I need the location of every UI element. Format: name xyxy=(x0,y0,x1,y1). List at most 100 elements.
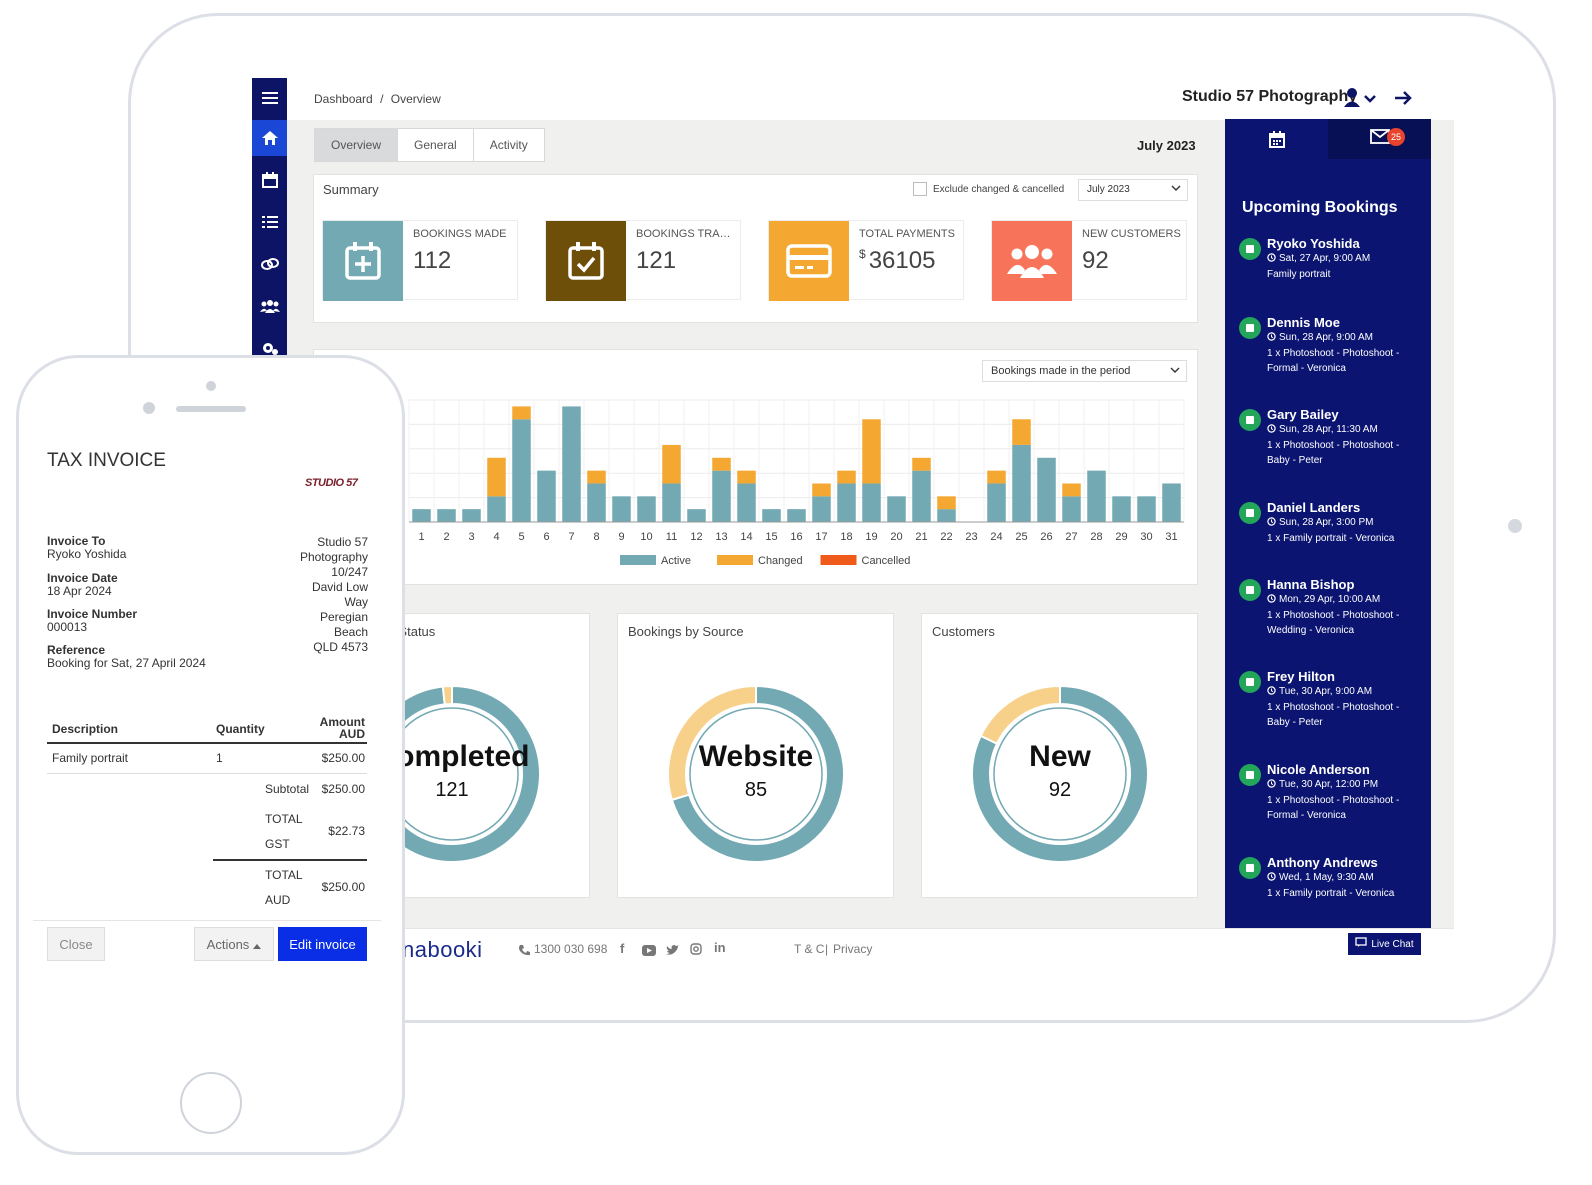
bar-active xyxy=(712,470,731,522)
calendar-tab-icon[interactable] xyxy=(1225,119,1328,159)
address-line: Peregian xyxy=(319,610,368,624)
period-select[interactable]: July 2023 xyxy=(1078,179,1188,201)
twitter-icon[interactable] xyxy=(666,943,679,961)
kpi-label: TOTAL PAYMENTS xyxy=(859,228,955,240)
exclude-checkbox[interactable] xyxy=(913,182,927,196)
footer-phone[interactable]: 1300 030 698 xyxy=(534,942,608,956)
booking-name: Anthony Andrews xyxy=(1267,855,1378,870)
bar-changed xyxy=(987,470,1006,484)
privacy-link[interactable]: Privacy xyxy=(833,942,873,956)
linkedin-icon[interactable]: in xyxy=(714,940,726,955)
x-tick-label: 17 xyxy=(815,531,827,543)
current-month: July 2023 xyxy=(1137,138,1196,153)
booking-name: Daniel Landers xyxy=(1267,500,1361,515)
legend-label: Cancelled xyxy=(862,555,911,567)
donut-segment xyxy=(670,684,845,863)
credit-card-icon xyxy=(769,221,849,301)
messages-tab[interactable]: 25 xyxy=(1328,119,1431,159)
kpi-value: 112 xyxy=(413,247,452,274)
bar-active xyxy=(562,406,581,522)
settings-icon[interactable] xyxy=(252,330,287,366)
calendar-icon[interactable] xyxy=(252,162,287,198)
header-divider xyxy=(47,742,367,744)
address-line: 10/247 xyxy=(331,565,368,579)
legend-swatch xyxy=(717,555,753,565)
breadcrumb-home[interactable]: Dashboard xyxy=(314,92,373,106)
customers-icon[interactable] xyxy=(252,288,287,324)
kpi-label: BOOKINGS TRAN... xyxy=(636,228,736,240)
footer-brand[interactable]: nabooki xyxy=(402,937,483,962)
phone-speaker xyxy=(176,406,246,412)
tab-overview[interactable]: Overview xyxy=(315,129,399,161)
chart-period-select[interactable]: Bookings made in the period xyxy=(982,360,1187,382)
donut-center-value: 92 xyxy=(1049,779,1071,801)
link-icon[interactable] xyxy=(252,246,287,282)
message-count-badge: 25 xyxy=(1387,128,1405,146)
user-menu-icon[interactable] xyxy=(1344,87,1378,114)
clock-icon xyxy=(1267,686,1279,697)
clock-icon xyxy=(1267,332,1279,343)
donut-center-label: Website xyxy=(699,740,813,773)
kpi-label: NEW CUSTOMERS xyxy=(1082,228,1181,240)
booking-time: Tue, 30 Apr, 12:00 PM xyxy=(1267,779,1378,790)
x-tick-label: 12 xyxy=(690,531,702,543)
studio-logo: STUDIO 57 xyxy=(305,472,367,494)
legend-label: Changed xyxy=(758,555,803,567)
bar-changed xyxy=(587,470,606,484)
address-line: Way xyxy=(344,595,368,609)
x-tick-label: 29 xyxy=(1115,531,1127,543)
kpi-bookings-transacted: BOOKINGS TRAN... 121 xyxy=(545,220,741,301)
line-description: Family portrait xyxy=(52,751,129,765)
home-icon[interactable] xyxy=(252,120,287,156)
phone-home-button[interactable] xyxy=(180,1072,242,1134)
booking-description: 1 x Photoshoot - Photoshoot - Baby - Pet… xyxy=(1267,702,1400,728)
bar-changed xyxy=(912,457,931,471)
booking-time: Tue, 30 Apr, 9:00 AM xyxy=(1267,686,1372,697)
col-quantity: Quantity xyxy=(216,722,265,736)
kpi-value-number: 36105 xyxy=(868,247,936,274)
gst-value: $22.73 xyxy=(328,824,365,838)
bar-active xyxy=(462,509,481,522)
x-tick-label: 7 xyxy=(568,531,574,543)
youtube-icon[interactable] xyxy=(642,943,656,961)
top-bar: Dashboard / Overview Studio 57 Photograp… xyxy=(252,78,1454,120)
bar-changed xyxy=(512,406,531,420)
close-button[interactable]: Close xyxy=(47,927,105,961)
dashboard-screen: Dashboard / Overview Studio 57 Photograp… xyxy=(252,78,1454,983)
business-name: Studio 57 Photography xyxy=(1182,88,1358,105)
booking-time-text: Sun, 28 Apr, 11:30 AM xyxy=(1279,424,1378,435)
live-chat-button[interactable]: Live Chat xyxy=(1348,933,1421,955)
x-tick-label: 9 xyxy=(618,531,624,543)
bar-changed xyxy=(837,470,856,484)
booking-time: Sun, 28 Apr, 11:30 AM xyxy=(1267,424,1378,435)
edit-invoice-button[interactable]: Edit invoice xyxy=(278,927,367,961)
donut-card-customers: Customers New 92 xyxy=(921,613,1198,898)
booking-time: Mon, 29 Apr, 10:00 AM xyxy=(1267,594,1380,605)
footer: nabooki 1300 030 698 f in T & C | Privac… xyxy=(252,928,1454,983)
line-quantity: 1 xyxy=(216,751,223,765)
summary-title: Summary xyxy=(323,182,379,197)
donut-center-label: New xyxy=(1029,740,1091,773)
facebook-icon[interactable]: f xyxy=(620,941,625,956)
total-divider xyxy=(213,859,367,861)
invoice-number-value: 000013 xyxy=(47,620,88,634)
instagram-icon[interactable] xyxy=(690,942,702,960)
chevron-down-icon xyxy=(1171,183,1181,196)
bar-active xyxy=(887,496,906,522)
clock-icon xyxy=(1267,779,1279,790)
booking-description: 1 x Family portrait - Veronica xyxy=(1267,888,1395,899)
actions-button[interactable]: Actions xyxy=(194,927,274,961)
list-icon[interactable] xyxy=(252,204,287,240)
menu-icon[interactable] xyxy=(252,80,287,116)
tab-general[interactable]: General xyxy=(398,129,474,161)
breadcrumb-separator: / xyxy=(380,92,384,106)
bar-active xyxy=(1062,496,1081,522)
tab-activity[interactable]: Activity xyxy=(489,138,528,152)
booking-name: Nicole Anderson xyxy=(1267,762,1370,777)
x-tick-label: 13 xyxy=(715,531,727,543)
logout-icon[interactable] xyxy=(1393,88,1413,113)
subtotal-label: Subtotal xyxy=(265,782,310,796)
tablet-camera xyxy=(1508,519,1522,533)
terms-link[interactable]: T & C xyxy=(794,942,825,956)
